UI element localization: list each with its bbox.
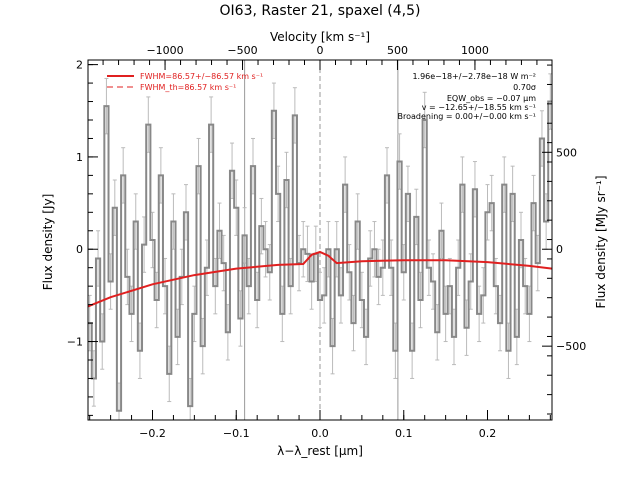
- top-tick-label: 500: [387, 44, 408, 57]
- annotation-broadening: Broadening = 0.00+/−0.00 km s⁻¹: [398, 112, 536, 121]
- annotation-flux: 1.96e−18+/−2.78e−18 W m⁻²: [412, 72, 536, 81]
- right-tick-label: 0: [556, 243, 563, 256]
- y-axis-label: Flux density [Jy]: [41, 194, 55, 291]
- legend: FWHM=86.57+/−86.57 km s⁻¹ FWHM_th=86.57 …: [107, 72, 263, 92]
- top-tick-label: −500: [227, 44, 257, 57]
- top-axis-label: Velocity [km s⁻¹]: [270, 30, 370, 44]
- annotations: 1.96e−18+/−2.78e−18 W m⁻² 0.70σ EQW_obs …: [398, 72, 537, 121]
- y-tick-label: 1: [76, 151, 83, 164]
- x-tick-label: 0.0: [311, 427, 329, 440]
- y-tick-label: 2: [76, 59, 83, 72]
- x-tick-label: −0.2: [139, 427, 166, 440]
- top-tick-label: 1000: [461, 44, 489, 57]
- legend-label-fwhm: FWHM=86.57+/−86.57 km s⁻¹: [140, 72, 263, 81]
- right-axis-label: Flux density [MJy sr⁻¹]: [594, 175, 608, 308]
- right-tick-label: −500: [556, 340, 586, 353]
- annotation-velocity: v = −12.65+/−18.55 km s⁻¹: [422, 103, 536, 112]
- x-tick-label: 0.2: [479, 427, 497, 440]
- annotation-sigma: 0.70σ: [513, 83, 536, 92]
- axis-ticks: −0.2 −0.1 0.0 0.1 0.2 −1 0 1 2 −1000 −500 0 500 1000 −…: [67, 44, 586, 440]
- right-tick-label: 500: [556, 146, 577, 159]
- spectrum-series: [88, 100, 552, 412]
- fit-series: [87, 250, 553, 308]
- x-tick-label: −0.1: [223, 427, 250, 440]
- x-axis-label: λ−λ_rest [μm]: [277, 444, 363, 458]
- top-tick-label: 0: [317, 44, 324, 57]
- y-tick-label: −1: [67, 336, 83, 349]
- chart-title: OI63, Raster 21, spaxel (4,5): [220, 3, 421, 19]
- x-tick-label: 0.1: [395, 427, 413, 440]
- legend-label-fwhm-th: FWHM_th=86.57 km s⁻¹: [140, 83, 236, 92]
- annotation-eqw: EQW_obs = −0.07 μm: [447, 94, 536, 103]
- top-tick-label: −1000: [146, 44, 183, 57]
- y-tick-label: 0: [76, 243, 83, 256]
